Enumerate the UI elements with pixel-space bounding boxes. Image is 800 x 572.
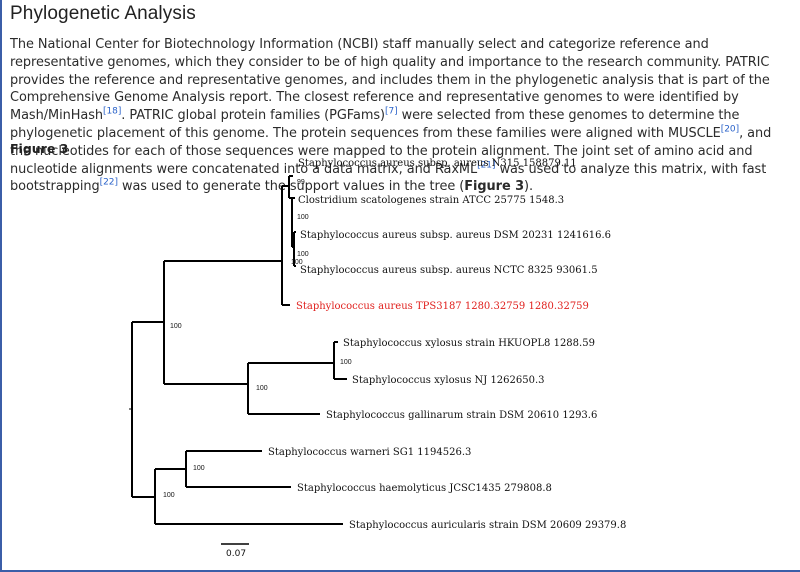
leaf-label: Staphylococcus haemolyticus JCSC1435 279… [297,483,552,494]
bootstrap-value: 100 [297,214,309,221]
para-text: The National Center for Biotechnology In… [10,37,770,124]
leaf-label: Staphylococcus aureus subsp. aureus DSM … [300,230,611,241]
leaf-label: Staphylococcus aureus subsp. aureus NCTC… [300,265,598,276]
section-title: Phylogenetic Analysis [10,3,196,24]
citation-link-7[interactable]: [7] [384,106,398,117]
leaf-label: Staphylococcus xylosus strain HKUOPL8 12… [343,338,595,349]
scale-bar-label: 0.07 [226,549,246,559]
citation-link-18[interactable]: [18] [103,106,122,117]
bootstrap-value: 100 [170,323,182,330]
para-text: was used to analyze this matrix, with fa… [10,161,767,195]
citation-link-22[interactable]: [22] [99,178,118,189]
leaf-label: Clostridium scatologenes strain ATCC 257… [298,195,564,206]
leaf-label-highlighted: Staphylococcus aureus TPS3187 1280.32759… [296,301,589,312]
bootstrap-value: 100 [291,259,303,266]
bootstrap-value: 99 [297,179,305,186]
methods-paragraph: The National Center for Biotechnology In… [10,36,792,196]
para-text: . PATRIC global protein families (PGFams… [121,108,385,124]
bootstrap-value: 100 [297,251,309,258]
citation-link-20[interactable]: [20] [720,124,740,135]
para-text: were selected from these genomes to dete… [10,108,740,141]
para-text: ). [524,179,534,195]
leaf-label: Staphylococcus aureus subsp. aureus N315… [298,158,577,169]
leaf-label: Staphylococcus warneri SG1 1194526.3 [268,447,471,458]
para-text: was used to generate the support values … [117,179,465,195]
leaf-label: Staphylococcus auricularis strain DSM 20… [349,520,626,531]
leaf-label: Staphylococcus xylosus NJ 1262650.3 [352,375,545,386]
bootstrap-value: 100 [193,465,205,472]
bootstrap-value: 100 [340,359,352,366]
bootstrap-value: 100 [256,385,268,392]
para-text: , and the nucleotides for each of those … [10,125,772,177]
bootstrap-value: 100 [163,492,175,499]
leaf-label: Staphylococcus gallinarum strain DSM 206… [326,410,597,421]
citation-link-21[interactable]: [21] [477,160,496,171]
figure-label: Figure 3 [10,141,69,156]
figure-reference: Figure 3 [464,179,525,195]
tree-branches [131,175,347,525]
